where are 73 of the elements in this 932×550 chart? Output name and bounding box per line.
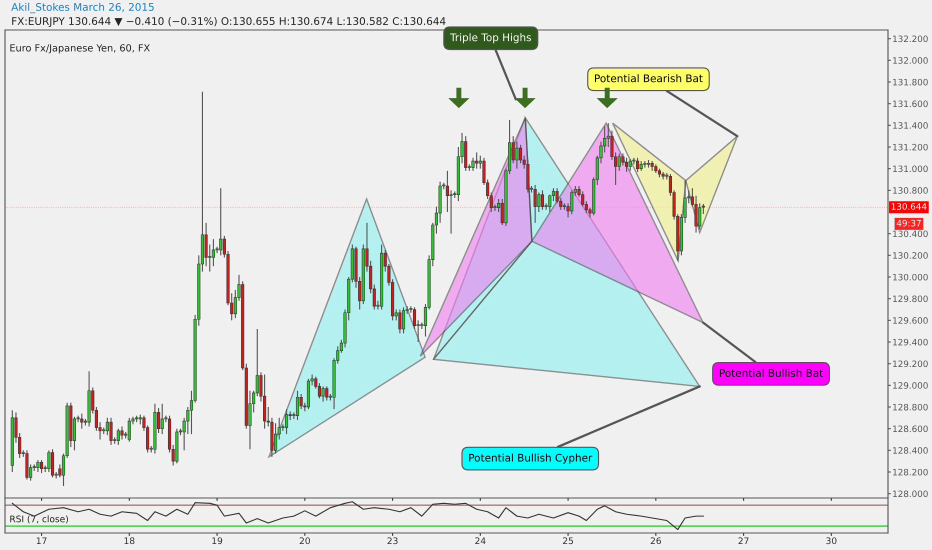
text: Euro Fx/Japanese Yen, 60, FX [10,44,150,54]
y-tick-label: 131.000 [893,165,928,172]
annotation: Triple Top Highs [450,33,532,44]
candlestick [625,157,628,172]
candlestick [628,158,632,172]
candlestick [138,414,142,425]
candlestick [160,403,164,435]
x-tick-label: 23 [387,537,398,544]
candlestick [219,188,222,256]
y-tick-label: 129.400 [893,338,928,346]
y-tick-label: 128.800 [893,404,928,410]
candlestick [570,190,574,215]
x-tick-label: 27 [738,537,749,544]
annotation: Potential Bullish Cypher [469,454,592,464]
candlestick [80,412,84,430]
y-tick-label: 132.200 [893,35,928,42]
chart-subtitle: FX:EURJPY 130.644 ▼ −0.410 (−0.31%) O:130.655 H:130.674 L:130.582 C:130.644 [12,16,446,27]
candlestick [36,460,40,473]
candlestick [515,141,518,170]
candlestick [325,386,328,402]
y-tick-label: 130.200 [893,252,928,259]
candlestick [450,190,453,234]
y-tick-label: 128.200 [893,468,928,476]
y-tick-label: 130.800 [893,187,928,194]
x-tick-label: 26 [650,537,661,544]
candlestick [402,306,406,334]
candlestick [636,157,640,172]
x-tick-label: 17 [36,537,47,544]
y-tick-label: 131.800 [893,78,928,86]
candlestick [540,190,544,210]
candlestick [128,417,131,442]
x-tick-label: 24 [475,537,486,544]
candlestick [116,428,120,446]
candlestick [322,386,325,402]
y-tick-label: 131.600 [893,100,928,108]
candlestick [650,160,654,172]
candlestick [109,417,113,446]
x-tick-label: 18 [124,537,134,544]
candlestick [40,460,44,474]
candlestick [47,450,50,473]
y-tick-label: 131.200 [893,144,928,150]
y-tick-label: 128.400 [893,447,928,454]
candlestick [534,184,537,224]
x-tick-label: 25 [562,537,574,544]
y-tick-label: 129.200 [893,360,928,368]
y-tick-label: 130.000 [893,274,928,280]
y-tick-label: 129.800 [893,295,928,302]
annotation: Potential Bullish Bat [720,368,823,377]
x-tick-label: 19 [212,537,222,544]
y-tick-label: 131.400 [893,122,928,129]
text: 49:37 [896,220,921,226]
candlestick [640,160,643,172]
candlestick [537,192,540,213]
candlestick [50,448,54,478]
candlestick [296,390,300,421]
y-tick-label: 130.400 [893,230,928,238]
x-tick-label: 20 [300,537,310,544]
candlestick [284,408,288,435]
y-tick-label: 128.000 [893,490,928,498]
candlestick [618,152,621,172]
ref-line-label: 130.644 [892,203,926,210]
y-tick-label: 129.600 [893,317,928,324]
candlestick [475,152,478,170]
y-tick-label: 128.600 [893,425,928,432]
candlestick [25,450,28,480]
text: Akil_Stokes March 26, 2015 [11,2,154,14]
y-tick-label: 129.000 [893,382,928,389]
x-tick-label: 30 [826,537,836,544]
candlestick [120,426,124,440]
candlestick [698,202,702,230]
y-tick-label: 132.000 [893,57,928,64]
candlestick [398,308,402,334]
annotation: Potential Bearish Bat [594,74,703,82]
